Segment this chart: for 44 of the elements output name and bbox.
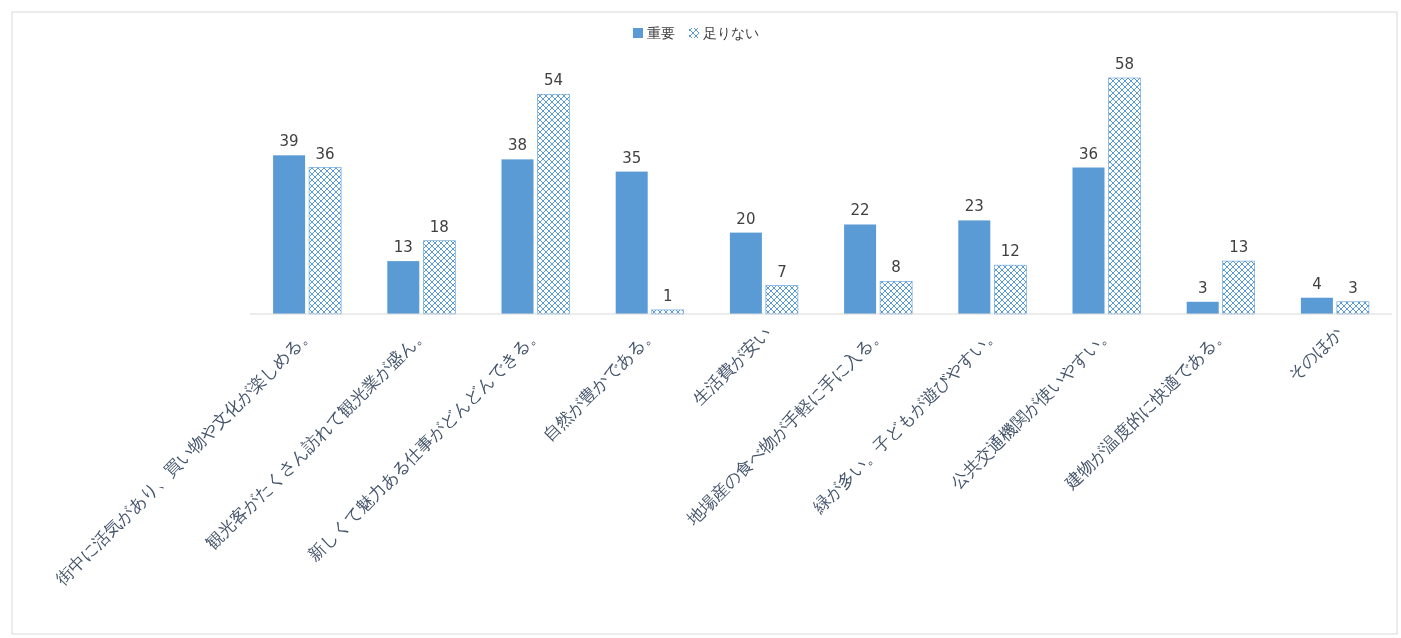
data-label: 36 (315, 144, 335, 163)
data-label: 12 (1000, 242, 1020, 261)
bar (844, 224, 877, 314)
data-label: 8 (891, 258, 901, 277)
data-label: 20 (736, 209, 756, 228)
data-label: 1 (662, 286, 673, 305)
bar (1222, 260, 1255, 315)
bar (537, 93, 570, 315)
bar (1300, 297, 1333, 314)
data-label: 36 (1078, 144, 1099, 163)
data-label: 13 (1229, 238, 1249, 257)
data-label: 54 (543, 71, 564, 90)
bar (1336, 301, 1370, 315)
data-label: 35 (622, 148, 642, 167)
bar (1072, 167, 1105, 314)
data-label: 23 (964, 197, 984, 216)
bar (1108, 77, 1141, 315)
bar (765, 285, 799, 315)
bar (273, 155, 306, 314)
data-label: 7 (777, 262, 787, 281)
bar (729, 232, 762, 314)
legend-label: 重要 (647, 25, 675, 41)
bar (958, 220, 991, 314)
x-tick-label: 自然が豊かである。 (538, 322, 661, 446)
data-label: 4 (1312, 274, 1322, 293)
bar (879, 281, 913, 315)
bar (423, 240, 456, 315)
data-label: 22 (850, 201, 870, 220)
data-label: 3 (1197, 278, 1208, 297)
bar (387, 261, 420, 314)
x-tick-label: 生活費が安い (688, 322, 775, 409)
bar (615, 171, 648, 314)
data-label: 18 (429, 217, 449, 236)
bar (1186, 301, 1219, 314)
data-label: 13 (393, 238, 413, 257)
data-label: 3 (1348, 278, 1358, 297)
bar (501, 159, 534, 314)
bar (308, 167, 342, 315)
bar (994, 264, 1027, 315)
data-label: 39 (279, 132, 299, 151)
data-label: 58 (1114, 55, 1135, 73)
data-label: 38 (507, 136, 528, 155)
legend-label: 足りない (703, 25, 759, 41)
x-tick-label: そのほか (1283, 322, 1346, 385)
